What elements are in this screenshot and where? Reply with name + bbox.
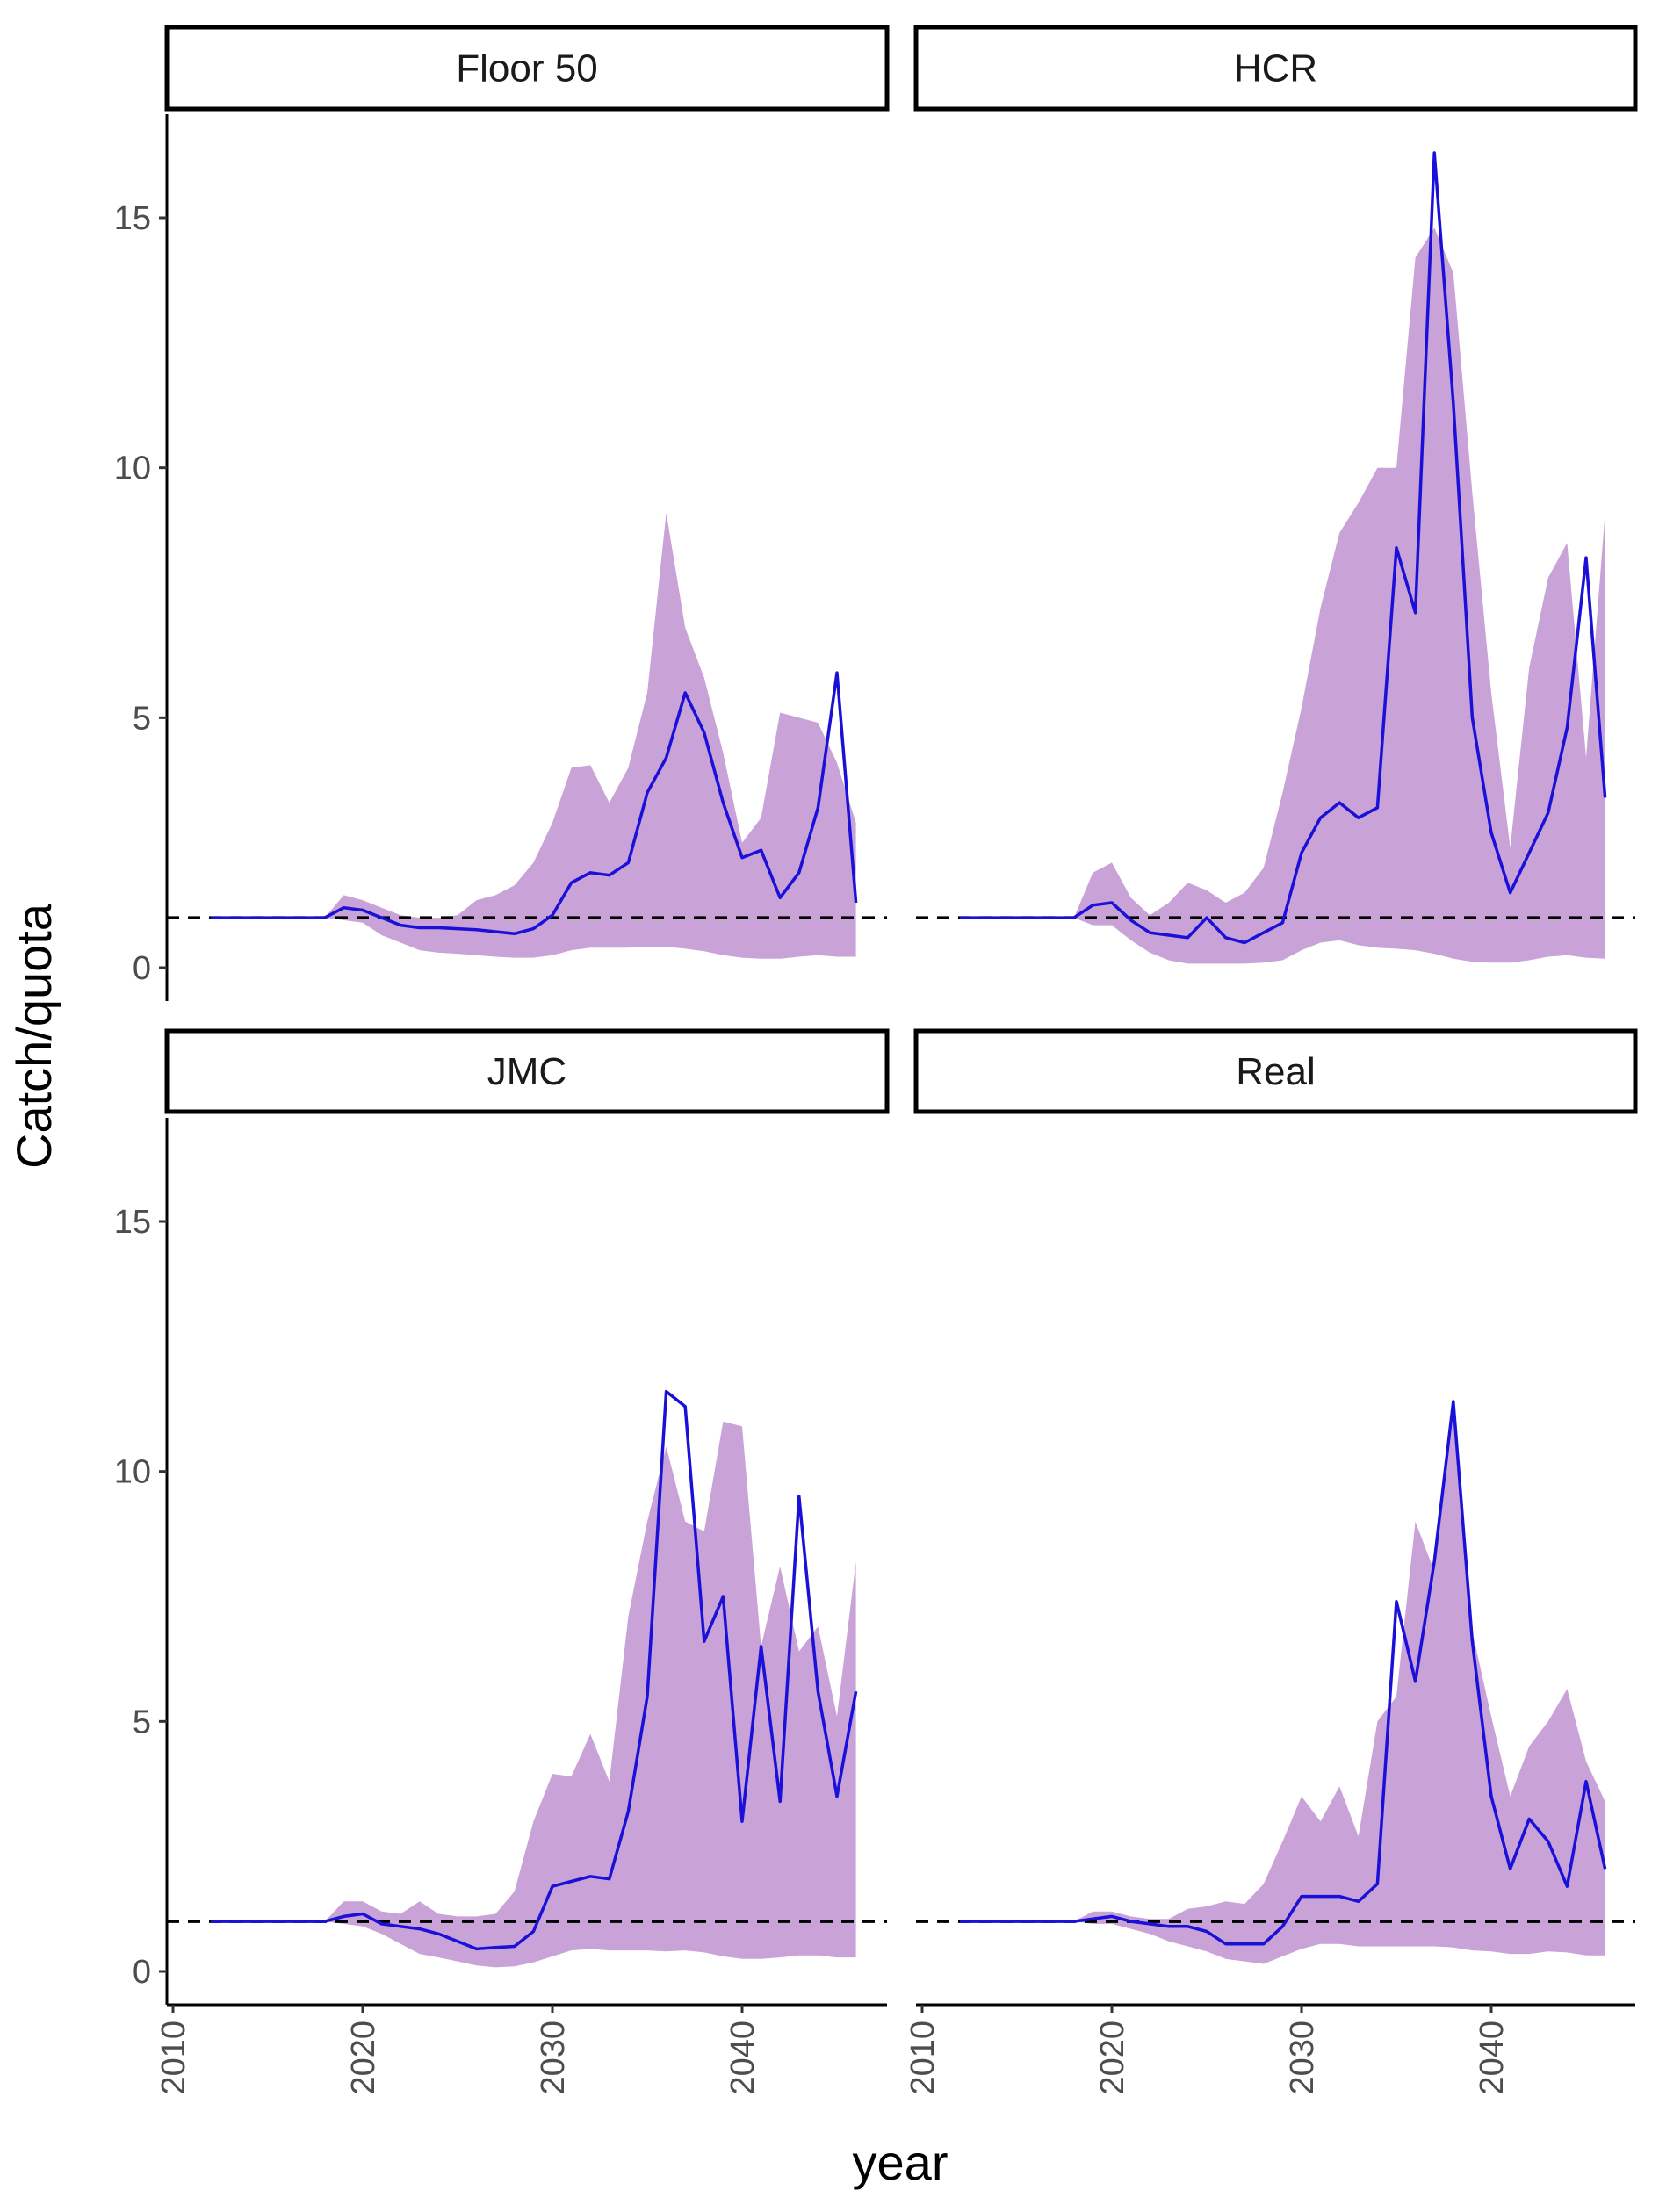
median-line [211, 1389, 858, 1951]
y-tick-label: 10 [114, 450, 151, 487]
x-tick-label: 2040 [1474, 2021, 1511, 2095]
panels-layer: Floor 50 0 5 10 15 HCR JMC 0 5 10 15 2010 2020 2030 20… [114, 25, 1638, 2095]
y-tick-label: 5 [133, 1704, 151, 1740]
x-tick-label: 2030 [535, 2021, 572, 2095]
strip-label: JMC [487, 1050, 566, 1093]
y-tick-label: 15 [114, 200, 151, 237]
x-tick-label: 2030 [1284, 2021, 1321, 2095]
median-line [960, 151, 1607, 945]
x-tick-label: 2010 [905, 2021, 941, 2095]
strip-box [164, 1028, 890, 1114]
strip-box [164, 25, 890, 112]
y-tick-label: 5 [133, 700, 151, 737]
median-line [211, 671, 858, 936]
strip-label: HCR [1234, 47, 1317, 90]
uncertainty-band [960, 227, 1605, 964]
x-tick-label: 2020 [345, 2021, 382, 2095]
x-tick-label: 2020 [1094, 2021, 1131, 2095]
uncertainty-band [211, 512, 856, 959]
strip-label: Real [1236, 1050, 1316, 1093]
panel-floor-50: Floor 50 0 5 10 15 [114, 25, 890, 1001]
panel-jmc: JMC 0 5 10 15 2010 2020 2030 2040 [114, 1028, 890, 2095]
uncertainty-band [211, 1421, 856, 1968]
uncertainty-band [960, 1416, 1605, 1964]
x-tick-label: 2040 [725, 2021, 761, 2095]
y-tick-label: 15 [114, 1204, 151, 1241]
y-tick-label: 10 [114, 1454, 151, 1491]
x-axis-title: year [853, 2135, 949, 2190]
y-axis-title: Catch/quota [6, 903, 61, 1169]
x-tick-label: 2010 [155, 2021, 192, 2095]
strip-label: Floor 50 [456, 47, 597, 90]
strip-box [913, 25, 1638, 112]
panel-hcr: HCR [913, 25, 1638, 964]
median-line [960, 1400, 1607, 1946]
strip-box [913, 1028, 1638, 1114]
y-tick-label: 0 [133, 1954, 151, 1991]
y-tick-label: 0 [133, 950, 151, 987]
panel-real: Real 2010 2020 2030 2040 [905, 1028, 1638, 2095]
